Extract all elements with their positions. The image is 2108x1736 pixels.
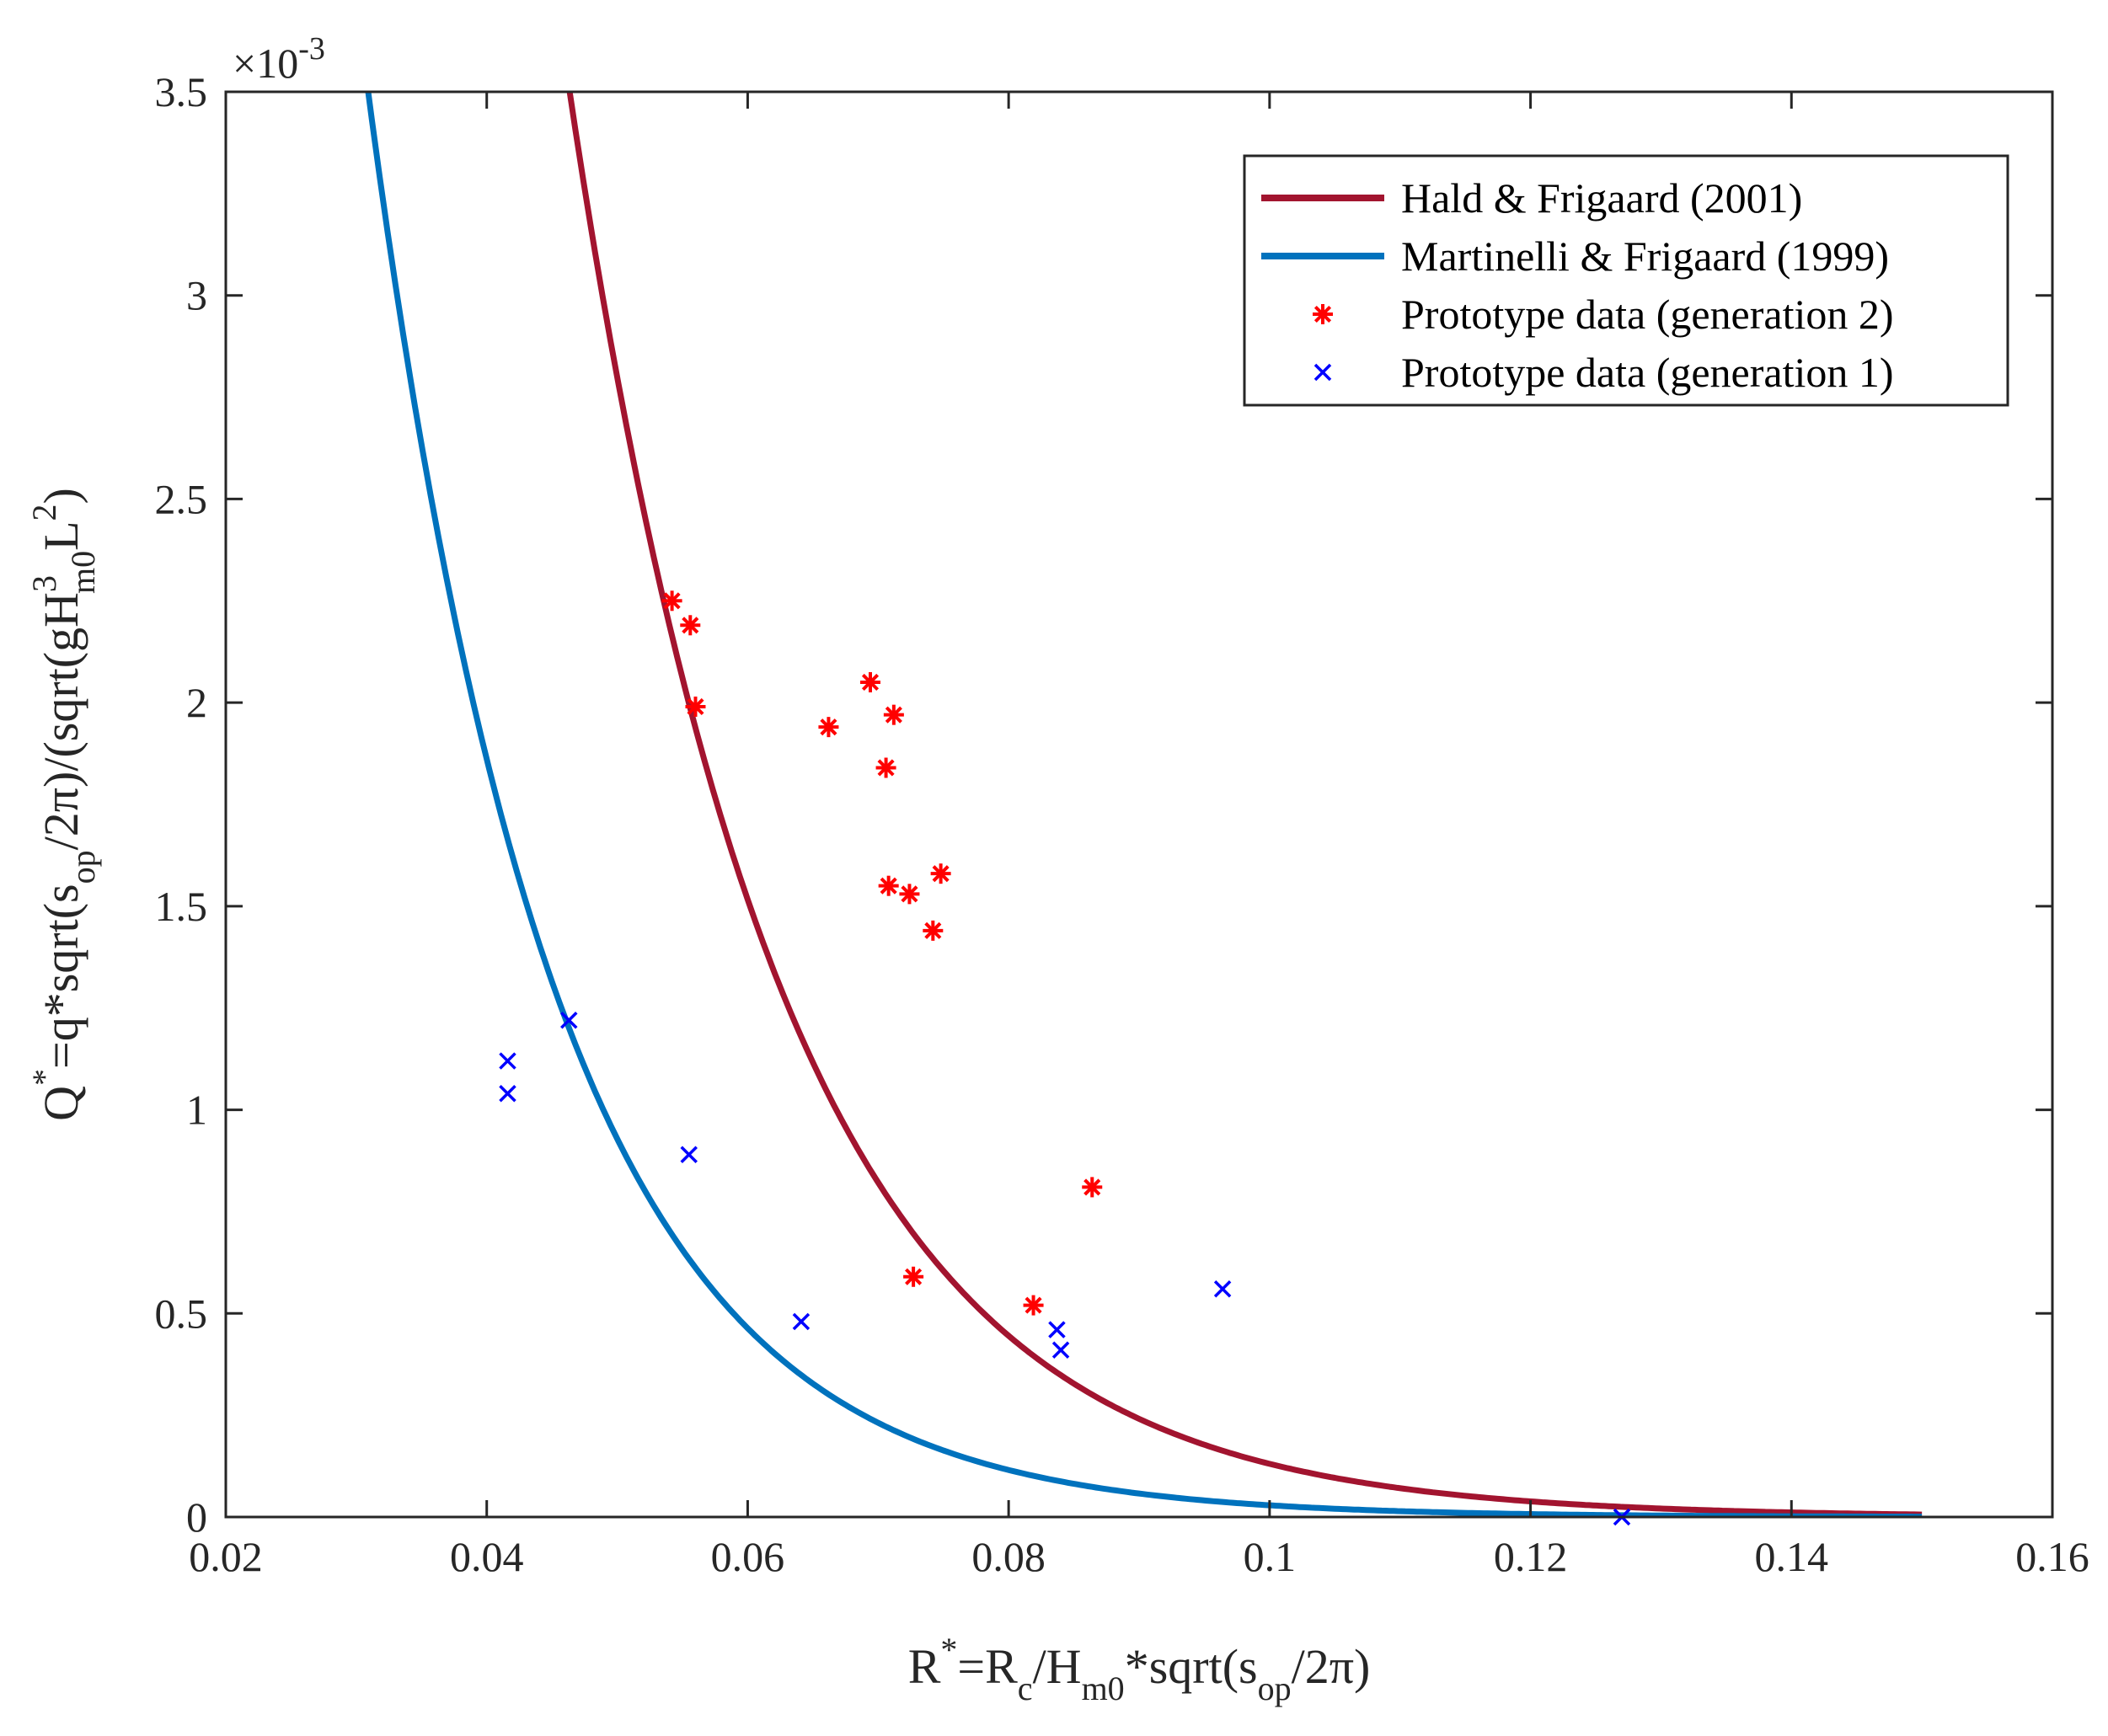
legend-label-martinelli: Martinelli & Frigaard (1999) [1401,232,1889,280]
gen2-point [875,757,896,778]
gen1-point [792,1312,811,1331]
y-tick-label: 3 [186,272,207,319]
series-layer [365,92,1923,1517]
y-tick-label: 0.5 [155,1290,208,1337]
gen2-point [680,615,701,636]
legend: Hald & Frigaard (2001) Martinelli & Frig… [1243,154,2009,407]
legend-swatch-generation-2 [1313,304,1333,324]
x-tick-label: 0.16 [2015,1533,2089,1580]
x-tick-label: 0.04 [450,1533,524,1580]
gen2-point [685,696,706,717]
gen1-point [1051,1341,1070,1359]
x-tick-label: 0.12 [1494,1533,1568,1580]
series-curve-1 [365,92,1923,1517]
gen1-point [1213,1280,1232,1298]
x-tick-label: 0.02 [189,1533,263,1580]
gen1-point [680,1146,698,1163]
gen2-point [923,920,944,941]
legend-label-hald: Hald & Frigaard (2001) [1401,174,1802,222]
x-tick-label: 0.1 [1244,1533,1297,1580]
gen2-point [883,704,904,725]
gen2-point [1023,1295,1044,1316]
x-tick-label: 0.14 [1755,1533,1829,1580]
y-tick-label: 2 [186,679,207,726]
gen2-point [661,590,682,612]
gen2-point [903,1266,924,1287]
axes-box [224,90,2054,1519]
x-tick-label: 0.06 [711,1533,785,1580]
y-tick-label: 2.5 [155,475,208,522]
series-curve-0 [566,92,1923,1517]
y-tick-label: 3.5 [155,68,208,115]
x-tick-label: 0.08 [971,1533,1046,1580]
y-axis-multiplier: ×10-3 [233,31,325,87]
legend-label-generation-1: Prototype data (generation 1) [1401,349,1894,396]
gen2-point [878,875,899,896]
gen2-point [859,671,880,692]
legend-label-generation-2: Prototype data (generation 2) [1401,291,1894,338]
x-axis-label: R*=Rc/Hm0*sqrt(sop/2π) [908,1631,1371,1707]
y-axis-label: Q*=q*sqrt(sop/2π)/(sqrt(gH3m0L2) [25,488,102,1121]
gen1-point [499,1052,516,1070]
y-tick-label: 1 [186,1087,207,1134]
points-layer [499,590,1631,1526]
gen2-point [899,884,920,905]
legend-swatch-generation-1 [1313,363,1332,382]
gen1-point [560,1011,578,1029]
gen2-point [1082,1177,1103,1198]
gen2-point [930,863,951,884]
gen1-point [1048,1321,1066,1338]
gen1-point [499,1084,516,1103]
ticks-layer: 0.02 0.04 0.06 0.08 0.1 0.12 0.14 0.16 0 0.5 1 1.5 2… [155,68,2089,1580]
y-tick-label: 1.5 [155,883,208,930]
y-tick-label: 0 [186,1493,207,1541]
gen2-point [818,717,839,738]
